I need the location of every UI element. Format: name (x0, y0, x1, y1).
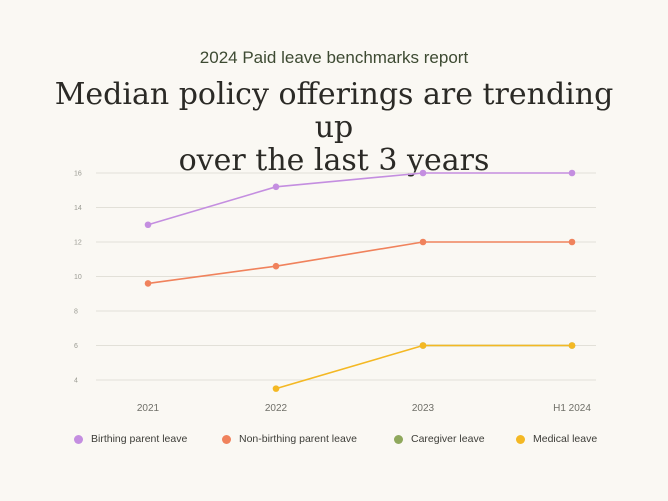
x-tick-label: 2021 (137, 403, 160, 414)
data-point (144, 221, 152, 229)
legend-item: Non-birthing parent leave (222, 433, 357, 445)
legend-label: Medical leave (533, 433, 598, 445)
series-line (275, 344, 572, 390)
data-point (419, 169, 427, 177)
y-tick-label: 6 (74, 343, 78, 350)
data-point (419, 238, 427, 246)
data-point (568, 342, 576, 349)
legend-label: Birthing parent leave (91, 433, 188, 445)
legend-swatch (222, 434, 231, 444)
chart-title: Median policy offerings are trending up … (40, 78, 628, 177)
legend-label: Non-birthing parent leave (239, 433, 357, 445)
x-tick-label: 2023 (412, 403, 435, 414)
data-point (272, 183, 280, 191)
y-tick-label: 12 (74, 240, 82, 247)
report-subtitle: 2024 Paid leave benchmarks report (199, 48, 469, 67)
legend-swatch (516, 434, 525, 444)
legend-swatch (74, 434, 83, 444)
data-point (144, 280, 152, 287)
legend-swatch (394, 434, 403, 444)
chart-legend: Birthing parent leave Non-birthing parent… (0, 433, 668, 449)
data-point (419, 342, 427, 349)
chart-title-line-2: over the last 3 years (178, 143, 490, 178)
legend-item: Caregiver leave (394, 433, 485, 445)
x-tick-label: H1 2024 (553, 403, 591, 414)
y-tick-label: 4 (74, 378, 78, 385)
series-line (147, 172, 572, 226)
data-point (568, 238, 576, 246)
series-line (147, 241, 572, 285)
y-tick-label: 16 (74, 171, 82, 178)
data-point (272, 385, 280, 392)
legend-item: Medical leave (516, 433, 597, 445)
y-tick-label: 14 (74, 205, 82, 212)
legend-item: Birthing parent leave (74, 433, 187, 445)
x-tick-label: 2022 (265, 403, 288, 414)
legend-label: Caregiver leave (411, 433, 485, 445)
chart-title-line-1: Median policy offerings are trending up (54, 77, 614, 145)
data-point (568, 169, 576, 177)
data-point (272, 262, 280, 270)
y-tick-label: 10 (74, 274, 82, 281)
y-tick-label: 8 (74, 309, 78, 316)
